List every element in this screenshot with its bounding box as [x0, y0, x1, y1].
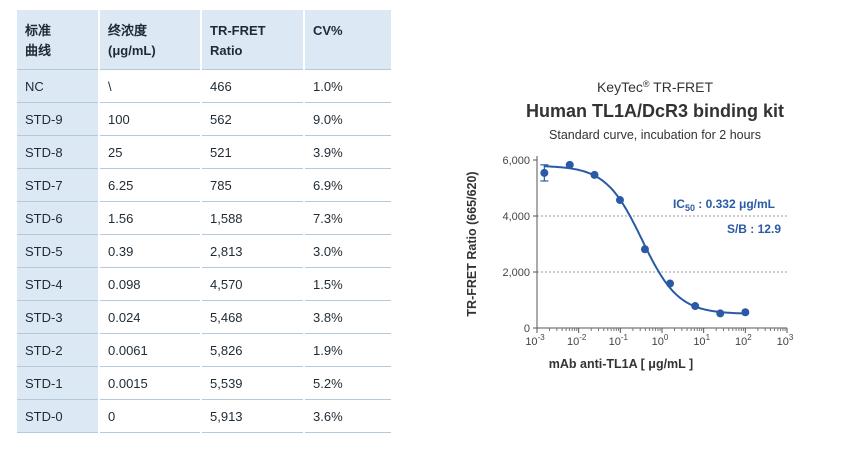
table-row: STD-5 0.39 2,813 3.0%	[17, 234, 391, 268]
table-cell: STD-9	[17, 102, 100, 136]
table-cell: 5,913	[201, 399, 305, 433]
x-tick-label: 102	[735, 333, 752, 348]
x-tick-label: 10-1	[609, 333, 629, 348]
header-text: 终浓度	[108, 23, 148, 38]
table-cell: 0.024	[99, 300, 202, 334]
data-point	[741, 308, 750, 317]
x-tick-label: 100	[652, 333, 669, 348]
table-cell: STD-5	[17, 234, 100, 268]
x-axis-label: mAb anti-TL1A [ μg/mL ]	[549, 357, 693, 371]
data-point	[666, 279, 675, 288]
header-standard-curve: 标准 曲线	[17, 10, 100, 70]
table-cell: 9.0%	[304, 102, 391, 136]
y-tick-label: 2,000	[502, 267, 530, 279]
fit-curve	[544, 165, 746, 315]
table-cell: 1.5%	[304, 267, 391, 301]
header-tr-fret-ratio: TR-FRET Ratio	[201, 10, 305, 70]
header-text: 曲线	[25, 43, 52, 58]
header-final-concentration: 终浓度 (μg/mL)	[99, 10, 202, 70]
table-row: STD-8 25 521 3.9%	[17, 135, 391, 169]
table-row: STD-6 1.56 1,588 7.3%	[17, 201, 391, 235]
data-point	[640, 245, 649, 254]
table-cell: 3.0%	[304, 234, 391, 268]
table-cell: 0	[99, 399, 202, 433]
table-cell: 3.6%	[304, 399, 391, 433]
table-cell: NC	[17, 69, 100, 103]
table-cell: 0.39	[99, 234, 202, 268]
table-cell: STD-7	[17, 168, 100, 202]
table-cell: STD-1	[17, 366, 100, 400]
table-row: STD-3 0.024 5,468 3.8%	[17, 300, 391, 334]
data-point	[691, 302, 700, 311]
table-row: STD-1 0.0015 5,539 5.2%	[17, 366, 391, 400]
table-cell: STD-3	[17, 300, 100, 334]
chart-title: Human TL1A/DcR3 binding kit	[526, 101, 784, 121]
table-cell: 466	[201, 69, 305, 103]
table-cell: 6.9%	[304, 168, 391, 202]
table-row: STD-2 0.0061 5,826 1.9%	[17, 333, 391, 367]
header-text: 标准	[25, 23, 52, 38]
y-tick-label: 6,000	[502, 155, 530, 167]
table-cell: 1.0%	[304, 69, 391, 103]
table-cell: STD-6	[17, 201, 100, 235]
table-cell: 7.3%	[304, 201, 391, 235]
table-cell: 4,570	[201, 267, 305, 301]
table-row: STD-7 6.25 785 6.9%	[17, 168, 391, 202]
table-header-row: 标准曲线 终浓度 (μg/mL) TR-FRET Ratio CV%	[17, 10, 391, 70]
table-cell: 562	[201, 102, 305, 136]
standard-curve-chart: KeyTec® TR-FRET Human TL1A/DcR3 binding …	[465, 79, 794, 371]
table-cell: 5,826	[201, 333, 305, 367]
table-cell: 25	[99, 135, 202, 169]
x-tick-label: 10-3	[525, 333, 545, 348]
table-cell: 5,539	[201, 366, 305, 400]
y-axis-label: TR-FRET Ratio (665/620)	[465, 171, 479, 316]
data-point	[615, 196, 624, 205]
ic50-annotation: IC50 : 0.332 μg/mL	[673, 197, 775, 213]
header-text: Ratio	[210, 43, 243, 58]
x-tick-label: 103	[777, 333, 794, 348]
table-row: STD-0 0 5,913 3.6%	[17, 399, 391, 433]
table-cell: STD-2	[17, 333, 100, 367]
data-point	[565, 160, 574, 169]
table-cell: STD-8	[17, 135, 100, 169]
header-text: (μg/mL)	[108, 43, 156, 58]
standard-curve-table: 标准 曲线 终浓度 (μg/mL) TR-FRET Ratio CV% NC \ 466 1…	[17, 10, 391, 433]
table-body: NC \ 466 1.0% STD-9 100 562 9.0% STD-8 25 521 3.9% S…	[17, 69, 391, 433]
x-tick-label: 101	[693, 333, 710, 348]
table-cell: 3.9%	[304, 135, 391, 169]
data-point	[540, 168, 549, 177]
table-cell: 5.2%	[304, 366, 391, 400]
plot-area: 0 2,000 4,000 6,000 10-3 10-2 10-1 100 101 102 103	[502, 155, 793, 348]
table-cell: 0.0061	[99, 333, 202, 367]
table-cell: 785	[201, 168, 305, 202]
table-cell: 0.0015	[99, 366, 202, 400]
data-point	[590, 170, 599, 179]
table-cell: 3.8%	[304, 300, 391, 334]
table-cell: STD-0	[17, 399, 100, 433]
table-cell: 1.56	[99, 201, 202, 235]
table-cell: 2,813	[201, 234, 305, 268]
sb-annotation: S/B : 12.9	[727, 222, 781, 236]
table-cell: 521	[201, 135, 305, 169]
y-tick-label: 4,000	[502, 211, 530, 223]
chart-brand: KeyTec® TR-FRET	[597, 79, 714, 95]
table-cell: STD-4	[17, 267, 100, 301]
data-point	[716, 309, 725, 318]
header-text: CV%	[313, 23, 343, 38]
header-text: TR-FRET	[210, 23, 266, 38]
table-cell: \	[99, 69, 202, 103]
table-cell: 1.9%	[304, 333, 391, 367]
table-row: STD-9 100 562 9.0%	[17, 102, 391, 136]
table-row: NC \ 466 1.0%	[17, 69, 391, 103]
table-cell: 5,468	[201, 300, 305, 334]
x-tick-label: 10-2	[567, 333, 587, 348]
table-row: STD-4 0.098 4,570 1.5%	[17, 267, 391, 301]
chart-subtitle: Standard curve, incubation for 2 hours	[549, 128, 761, 142]
header-cv: CV%	[304, 10, 391, 70]
table-cell: 0.098	[99, 267, 202, 301]
table-cell: 100	[99, 102, 202, 136]
y-tick-label: 0	[524, 323, 530, 335]
table-cell: 6.25	[99, 168, 202, 202]
table-cell: 1,588	[201, 201, 305, 235]
